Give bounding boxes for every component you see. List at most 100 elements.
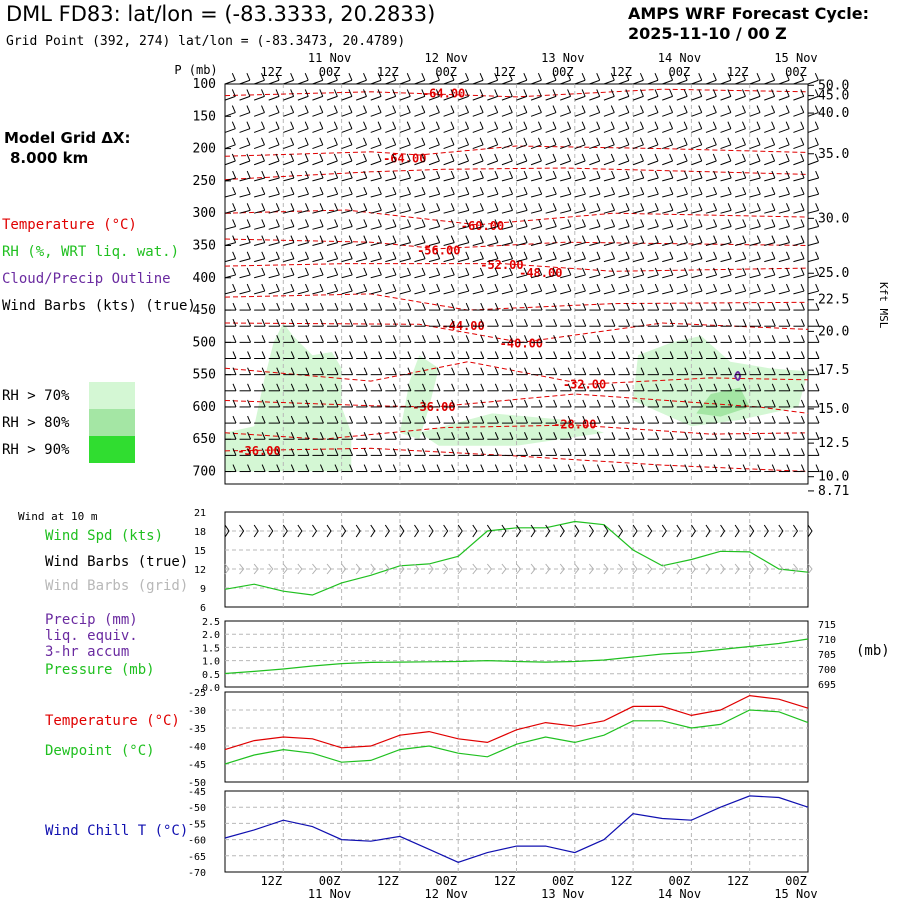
- wind-barb-flag: [377, 203, 382, 211]
- wind-barb-flag: [275, 251, 280, 259]
- wind-barb-flag: [261, 415, 266, 424]
- wind-barb-flag: [524, 367, 528, 375]
- wind-barb-flag: [348, 105, 353, 113]
- bottom-hour-label: 00Z: [669, 874, 691, 888]
- wind-barb-flag: [363, 432, 368, 440]
- wind-barb-flag: [392, 219, 397, 227]
- wind-barb-flag: [596, 251, 601, 259]
- wind-barb-flag: [392, 267, 397, 276]
- wind-barb: [734, 242, 746, 246]
- wind-barb-flag: [261, 170, 266, 179]
- wind-barb-flag: [479, 186, 484, 195]
- wind-barb: [632, 128, 644, 133]
- wind-barb: [691, 160, 702, 166]
- chart-title: DML FD83: lat/lon = (-83.3333, 20.2833): [6, 2, 436, 26]
- wind-barb: [778, 160, 790, 166]
- wind-barb: [414, 225, 426, 230]
- grid-point-label: Grid Point (392, 274) lat/lon = (-83.347…: [6, 34, 406, 49]
- wind-barb-flag: [392, 203, 397, 211]
- wind-barb: [268, 290, 280, 295]
- wind-barb: [414, 112, 425, 117]
- wind-barb: [487, 274, 499, 279]
- grid-dx-value: 8.000 km: [10, 149, 89, 167]
- wind-barb-flag: [406, 137, 411, 146]
- wind-barb: [560, 79, 571, 85]
- wind-barb-flag: [814, 73, 819, 81]
- wind-barb-flag: [771, 153, 776, 162]
- wind-barb-flag: [479, 121, 484, 129]
- wind-barb: [793, 177, 805, 182]
- wind-barb-flag: [727, 170, 732, 179]
- wind-barb-flag: [581, 203, 586, 211]
- bottom-date-label: 11 Nov: [308, 887, 351, 900]
- wind-barb: [676, 290, 688, 295]
- wind-barb-flag: [377, 105, 382, 113]
- windchill-tick-label: -50: [188, 803, 206, 814]
- wind-barb-flag: [610, 73, 615, 81]
- wind-barb-flag: [450, 283, 455, 292]
- wind-barb-flag: [654, 73, 659, 81]
- wind-barb-flag: [334, 399, 339, 408]
- wind-barb-grid: [647, 563, 653, 575]
- wind-barb: [224, 290, 236, 295]
- temp-tick-label: -30: [188, 706, 206, 717]
- wind-barb-flag: [290, 105, 295, 113]
- wind-barb: [662, 160, 673, 166]
- wind-barb: [501, 193, 513, 198]
- wind-barb: [676, 225, 688, 230]
- wind-barb-flag: [509, 448, 514, 456]
- wind-barb-flag: [713, 351, 718, 359]
- wind-barb: [283, 258, 295, 263]
- wind-barb-flag: [698, 283, 703, 292]
- wind-barb-flag: [261, 464, 266, 472]
- wind-barb-grid: [268, 563, 274, 575]
- wind-barb-flag: [567, 415, 572, 424]
- wind-barb: [399, 209, 411, 214]
- wind-barb-flag: [509, 186, 514, 195]
- wind-barb-flag: [319, 219, 324, 227]
- wind-barb-flag: [422, 464, 426, 472]
- wind-barb-flag: [581, 267, 586, 276]
- isotherm-label: -40.00: [500, 337, 543, 351]
- pressure-tick-label: 100: [193, 77, 216, 92]
- wind-barb-grid: [443, 563, 449, 575]
- wind-barb-flag: [494, 170, 499, 179]
- wind-barb-flag: [800, 89, 805, 97]
- wind-barb-flag: [290, 415, 295, 424]
- wind-barb: [778, 225, 790, 230]
- wind-barb-flag: [728, 399, 733, 408]
- wind-barb: [545, 95, 557, 101]
- wind-barb: [297, 290, 309, 295]
- wind-barb-flag: [334, 319, 339, 327]
- wind-barb: [297, 274, 309, 279]
- wind-barb-flag: [771, 251, 776, 259]
- wind-barb-grid: [778, 563, 784, 575]
- wind-barb: [399, 177, 411, 182]
- wind-barb-flag: [742, 186, 747, 195]
- pressure-tick-label: 700: [818, 665, 836, 676]
- wind-barb-flag: [494, 186, 499, 195]
- wind-barb: [705, 290, 717, 295]
- wind-barb-true: [268, 524, 274, 538]
- wind-barb-grid: [253, 563, 259, 575]
- wind-barb-flag: [290, 219, 295, 227]
- wind-barb-flag: [494, 137, 499, 146]
- wind-barb: [676, 274, 688, 279]
- wind-barb-true: [588, 524, 594, 538]
- wind-barb-flag: [465, 170, 470, 179]
- wind-barb-flag: [523, 137, 528, 146]
- wind-barb-flag: [655, 399, 660, 408]
- wind-barb-flag: [684, 383, 689, 392]
- wind-barb: [239, 160, 251, 166]
- kft-tick-label: 35.0: [818, 147, 849, 162]
- wind-barb-flag: [538, 251, 543, 259]
- wind-barb: [647, 112, 659, 117]
- pressure-tick-label: 695: [818, 680, 836, 691]
- wind-barb-flag: [261, 267, 266, 276]
- model-grid-dx: Model Grid ΔX: 8.000 km: [4, 128, 131, 168]
- wind-barb-flag: [319, 367, 324, 375]
- wind-barb: [764, 160, 775, 166]
- wind-barb: [458, 128, 469, 133]
- wind-barb-flag: [305, 448, 310, 456]
- wind-barb: [720, 225, 732, 230]
